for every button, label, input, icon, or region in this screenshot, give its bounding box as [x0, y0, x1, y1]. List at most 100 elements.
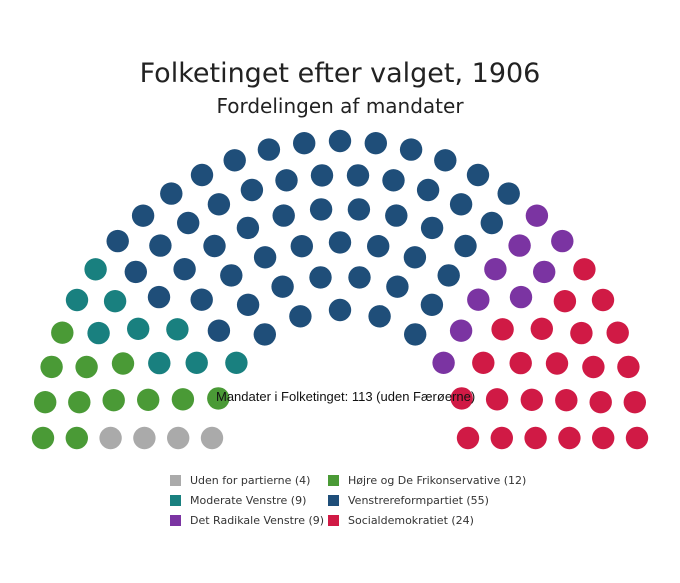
seat-moderate-venstre: [127, 317, 150, 340]
legend-swatch: [170, 515, 181, 526]
seat-venstrereformpartiet: [190, 288, 213, 311]
seat-venstrereformpartiet: [403, 246, 427, 269]
seat-hojre-og-de-frikonservative: [111, 352, 135, 375]
seat-venstrereformpartiet: [385, 204, 408, 227]
seat-moderate-venstre: [166, 318, 189, 341]
legend-item-moderate-venstre: Moderate Venstre (9): [170, 494, 306, 507]
seat-socialdemokratiet: [573, 258, 596, 281]
seat-venstrereformpartiet: [207, 193, 231, 216]
seat-venstrereformpartiet: [240, 178, 264, 202]
seat-venstrereformpartiet: [207, 319, 231, 342]
seat-det-radikale-venstre: [432, 351, 455, 374]
seat-venstrereformpartiet: [310, 164, 334, 187]
legend-label: Uden for partierne (4): [190, 474, 311, 487]
seat-venstrereformpartiet: [149, 234, 172, 257]
seat-socialdemokratiet: [591, 288, 615, 312]
seat-venstrereformpartiet: [272, 204, 295, 227]
seat-venstrereformpartiet: [420, 216, 444, 240]
seat-hojre-og-de-frikonservative: [68, 391, 91, 414]
seat-hojre-og-de-frikonservative: [102, 389, 125, 412]
seat-socialdemokratiet: [491, 318, 514, 341]
seat-socialdemokratiet: [553, 290, 577, 313]
seat-hojre-og-de-frikonservative: [51, 321, 74, 344]
seat-venstrereformpartiet: [203, 234, 226, 258]
seat-moderate-venstre: [103, 290, 127, 313]
seat-hojre-og-de-frikonservative: [31, 426, 55, 450]
seat-moderate-venstre: [84, 258, 107, 281]
seat-moderate-venstre: [185, 351, 208, 374]
seat-moderate-venstre: [225, 351, 248, 374]
seat-venstrereformpartiet: [309, 198, 333, 221]
seat-socialdemokratiet: [582, 355, 605, 379]
seat-venstrereformpartiet: [466, 163, 490, 187]
seat-socialdemokratiet: [472, 351, 495, 374]
seat-venstrereformpartiet: [454, 234, 477, 258]
seat-venstrereformpartiet: [328, 298, 352, 322]
seat-socialdemokratiet: [617, 355, 640, 379]
seat-uden-for-partierne: [133, 426, 156, 450]
seat-socialdemokratiet: [545, 352, 569, 375]
seat-socialdemokratiet: [450, 387, 473, 410]
seat-socialdemokratiet: [520, 388, 543, 411]
seat-socialdemokratiet: [485, 388, 509, 411]
chart-title: Folketinget efter valget, 1906: [139, 58, 541, 89]
legend-swatch: [328, 515, 339, 526]
seat-venstrereformpartiet: [364, 132, 387, 155]
seat-socialdemokratiet: [606, 321, 629, 344]
seat-venstrereformpartiet: [190, 163, 214, 187]
seat-socialdemokratiet: [558, 426, 581, 450]
seat-venstrereformpartiet: [131, 204, 155, 227]
legend-label: Moderate Venstre (9): [190, 494, 307, 507]
seat-venstrereformpartiet: [290, 235, 313, 258]
seat-uden-for-partierne: [99, 426, 122, 450]
seat-det-radikale-venstre: [533, 260, 556, 284]
legend-swatch: [170, 495, 181, 506]
seat-venstrereformpartiet: [309, 266, 332, 289]
seat-venstrereformpartiet: [253, 246, 277, 269]
seat-venstrereformpartiet: [347, 198, 371, 221]
seat-det-radikale-venstre: [449, 319, 473, 342]
legend-item-venstrereformpartiet: Venstrereformpartiet (55): [328, 494, 489, 507]
legend-label: Det Radikale Venstre (9): [190, 514, 325, 527]
seat-socialdemokratiet: [456, 426, 480, 450]
seat-moderate-venstre: [148, 351, 171, 375]
seat-venstrereformpartiet: [386, 275, 409, 298]
seat-venstrereformpartiet: [367, 235, 390, 258]
seat-socialdemokratiet: [490, 426, 513, 450]
seat-socialdemokratiet: [623, 391, 646, 414]
legend-item-socialdemokratiet: Socialdemokratiet (24): [328, 514, 474, 527]
seat-det-radikale-venstre: [508, 234, 531, 257]
seat-socialdemokratiet: [509, 351, 532, 375]
seat-venstrereformpartiet: [147, 285, 171, 309]
seat-venstrereformpartiet: [293, 132, 316, 155]
chart-subtitle: Fordelingen af mandater: [216, 94, 464, 118]
seat-venstrereformpartiet: [124, 260, 147, 284]
seat-venstrereformpartiet: [236, 216, 260, 240]
seat-venstrereformpartiet: [160, 182, 183, 205]
seat-hojre-og-de-frikonservative: [207, 387, 230, 410]
seat-venstrereformpartiet: [253, 323, 276, 346]
seat-hojre-og-de-frikonservative: [137, 388, 160, 411]
seat-det-radikale-venstre: [551, 229, 574, 253]
seat-moderate-venstre: [87, 321, 110, 345]
seat-hojre-og-de-frikonservative: [171, 388, 195, 411]
seat-det-radikale-venstre: [509, 285, 533, 309]
seat-venstrereformpartiet: [236, 293, 260, 316]
total-seats-label: Mandater i Folketinget: 113 (uden Færøer…: [216, 389, 476, 404]
seat-venstrereformpartiet: [348, 266, 371, 289]
legend-item-uden-for-partierne: Uden for partierne (4): [170, 474, 310, 487]
seat-venstrereformpartiet: [497, 182, 520, 205]
seat-venstrereformpartiet: [368, 305, 391, 328]
seat-venstrereformpartiet: [420, 293, 444, 316]
seat-moderate-venstre: [65, 288, 89, 312]
legend-label: Højre og De Frikonservative (12): [348, 474, 527, 487]
seat-venstrereformpartiet: [223, 149, 246, 172]
seat-socialdemokratiet: [625, 426, 649, 450]
seat-det-radikale-venstre: [525, 204, 549, 227]
legend-swatch: [170, 475, 181, 486]
legend-swatch: [328, 495, 339, 506]
seat-socialdemokratiet: [524, 426, 547, 450]
seat-socialdemokratiet: [555, 389, 578, 412]
seat-socialdemokratiet: [589, 391, 612, 414]
